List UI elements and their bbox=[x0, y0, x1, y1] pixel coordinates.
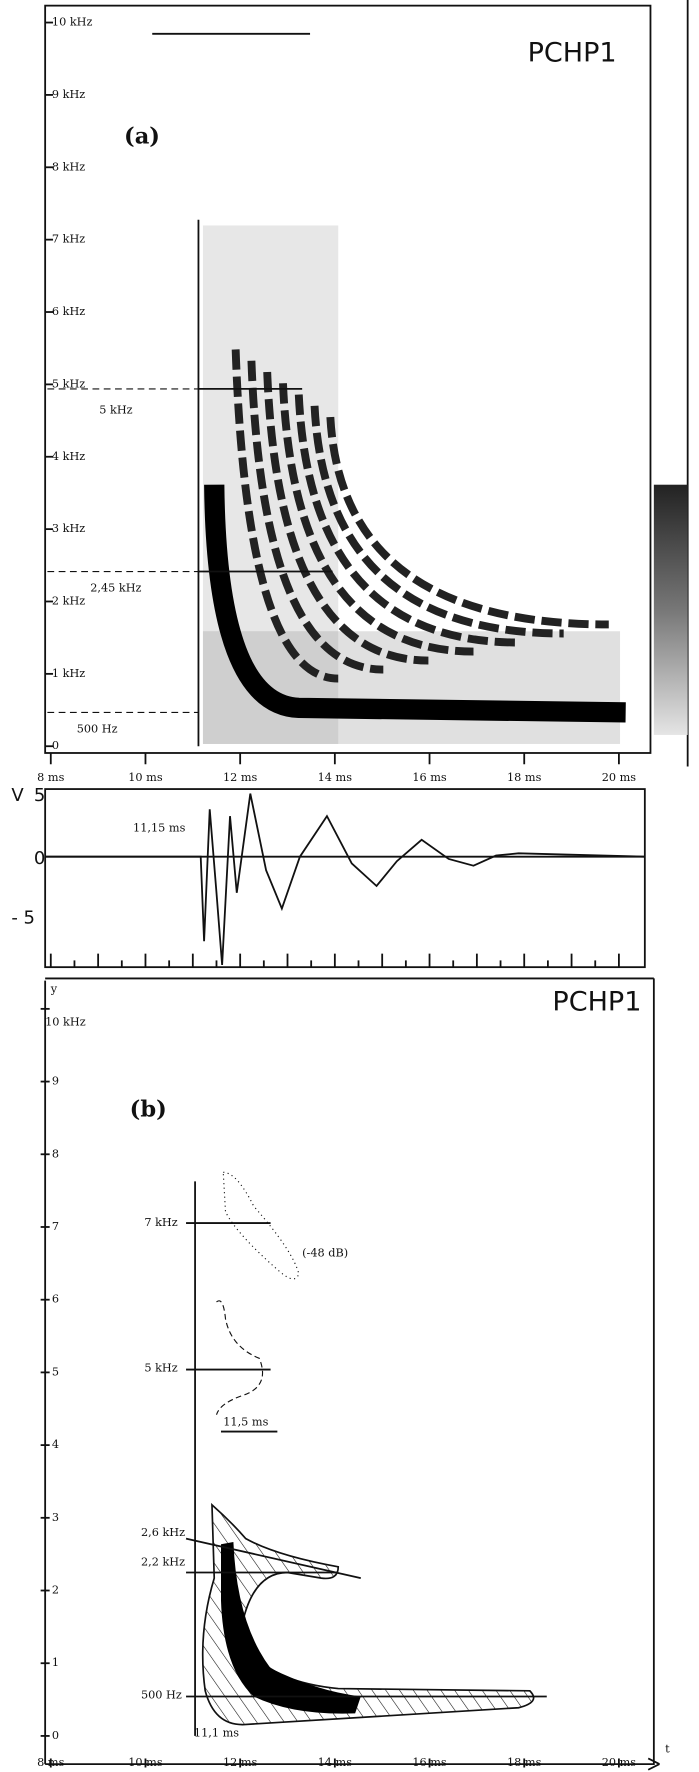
annotation: 2,2 kHz bbox=[141, 1555, 185, 1568]
stripe bbox=[310, 405, 564, 638]
x-tick-label: 10 ms bbox=[128, 771, 163, 784]
y-tick-label: 2 kHz bbox=[52, 594, 85, 607]
annotation: 11,5 ms bbox=[223, 1416, 268, 1429]
spectro-shade bbox=[202, 631, 621, 744]
annotation: 500 Hz bbox=[77, 722, 118, 735]
y-tick-label: 1 kHz bbox=[52, 667, 85, 680]
y-tick-label: 2 bbox=[52, 1584, 59, 1597]
y-tick-label: 8 bbox=[52, 1147, 59, 1160]
annotation: 5 kHz bbox=[144, 1361, 177, 1374]
panel-b: PCHP1 (b) y t 7 kHz (-48 dB) 5 kHz 11,5 … bbox=[37, 977, 670, 1771]
y-tick-label: 9 kHz bbox=[52, 88, 85, 101]
x-tick-label: 14 ms bbox=[318, 771, 353, 784]
spectro-ridge bbox=[204, 484, 626, 723]
annotation: (-48 dB) bbox=[302, 1246, 348, 1259]
tick-label: - 5 bbox=[11, 908, 35, 929]
stripe bbox=[326, 416, 609, 629]
y-tick-label: 5 kHz bbox=[52, 377, 85, 390]
x-tick-label: 14 ms bbox=[318, 1756, 353, 1769]
y-tick-label: 1 bbox=[52, 1656, 59, 1669]
annotation: 2,45 kHz bbox=[90, 581, 141, 594]
waveform-panel: V 5 0 - 5 11,15 ms bbox=[11, 785, 646, 969]
y-tick-label: 0 bbox=[52, 739, 59, 752]
y-tick-label: 5 bbox=[52, 1365, 59, 1378]
x-tick-label: 18 ms bbox=[507, 1756, 542, 1769]
panel-a: PCHP1 (a) 5 kHz 2,45 kHz 500 Hz 10 kHz 9 … bbox=[37, 0, 689, 784]
y-tick-label: 8 kHz bbox=[52, 160, 85, 173]
x-tick-label: 16 ms bbox=[412, 1756, 447, 1769]
x-tick-label: 12 ms bbox=[223, 771, 258, 784]
y-tick-label: 10 kHz bbox=[52, 16, 93, 29]
axis-label: t bbox=[665, 1742, 670, 1755]
y-tick-label: 4 bbox=[52, 1438, 59, 1451]
y-tick-label: 6 kHz bbox=[52, 305, 85, 318]
stripe bbox=[247, 360, 384, 674]
stripe bbox=[263, 371, 429, 665]
spectro-shade bbox=[202, 225, 339, 744]
y-tick-label: 4 kHz bbox=[52, 450, 85, 463]
y-tick-label: 10 kHz bbox=[45, 1015, 86, 1028]
stripe bbox=[294, 394, 519, 647]
x-tick-label: 20 ms bbox=[602, 771, 637, 784]
panel-label: (a) bbox=[124, 124, 160, 150]
x-tick-label: 16 ms bbox=[412, 771, 447, 784]
annotation: 11,15 ms bbox=[133, 822, 186, 835]
y-tick-label: 9 bbox=[52, 1075, 59, 1088]
x-tick-label: 20 ms bbox=[602, 1756, 637, 1769]
annotation: 500 Hz bbox=[141, 1688, 182, 1701]
x-tick-label: 12 ms bbox=[223, 1756, 258, 1769]
axis-label: y bbox=[50, 983, 58, 996]
x-tick-label: 8 ms bbox=[37, 1756, 64, 1769]
colorbar bbox=[653, 484, 688, 735]
x-tick-label: 8 ms bbox=[37, 771, 64, 784]
annotation: 2,6 kHz bbox=[141, 1526, 185, 1539]
annotation: 7 kHz bbox=[144, 1216, 177, 1229]
ref-line bbox=[185, 1537, 361, 1579]
frame bbox=[44, 788, 646, 969]
title: PCHP1 bbox=[528, 38, 617, 69]
contour-core bbox=[220, 1542, 361, 1714]
axis-label: V bbox=[11, 785, 24, 806]
panel-label: (b) bbox=[130, 1096, 167, 1122]
y-tick-label: 3 bbox=[52, 1511, 59, 1524]
y-tick-label: 7 bbox=[52, 1220, 59, 1233]
tick-label: 5 bbox=[34, 785, 45, 806]
y-tick-label: 7 kHz bbox=[52, 233, 85, 246]
y-tick-label: 0 bbox=[52, 1729, 59, 1742]
tick-label: 0 bbox=[34, 848, 45, 869]
x-tick-label: 18 ms bbox=[507, 771, 542, 784]
stripe bbox=[279, 383, 474, 656]
y-tick-label: 6 bbox=[52, 1293, 59, 1306]
stripe bbox=[231, 349, 339, 683]
annotation: 11,1 ms bbox=[194, 1727, 239, 1740]
title: PCHP1 bbox=[552, 987, 641, 1018]
annotation: 5 kHz bbox=[99, 403, 132, 416]
contour-48db bbox=[222, 1171, 300, 1280]
x-tick-label: 10 ms bbox=[128, 1756, 163, 1769]
waveform bbox=[45, 793, 645, 965]
frame bbox=[44, 4, 652, 754]
spectro-stripes bbox=[231, 349, 609, 683]
contour-5khz bbox=[215, 1300, 264, 1415]
y-tick-label: 3 kHz bbox=[52, 522, 85, 535]
